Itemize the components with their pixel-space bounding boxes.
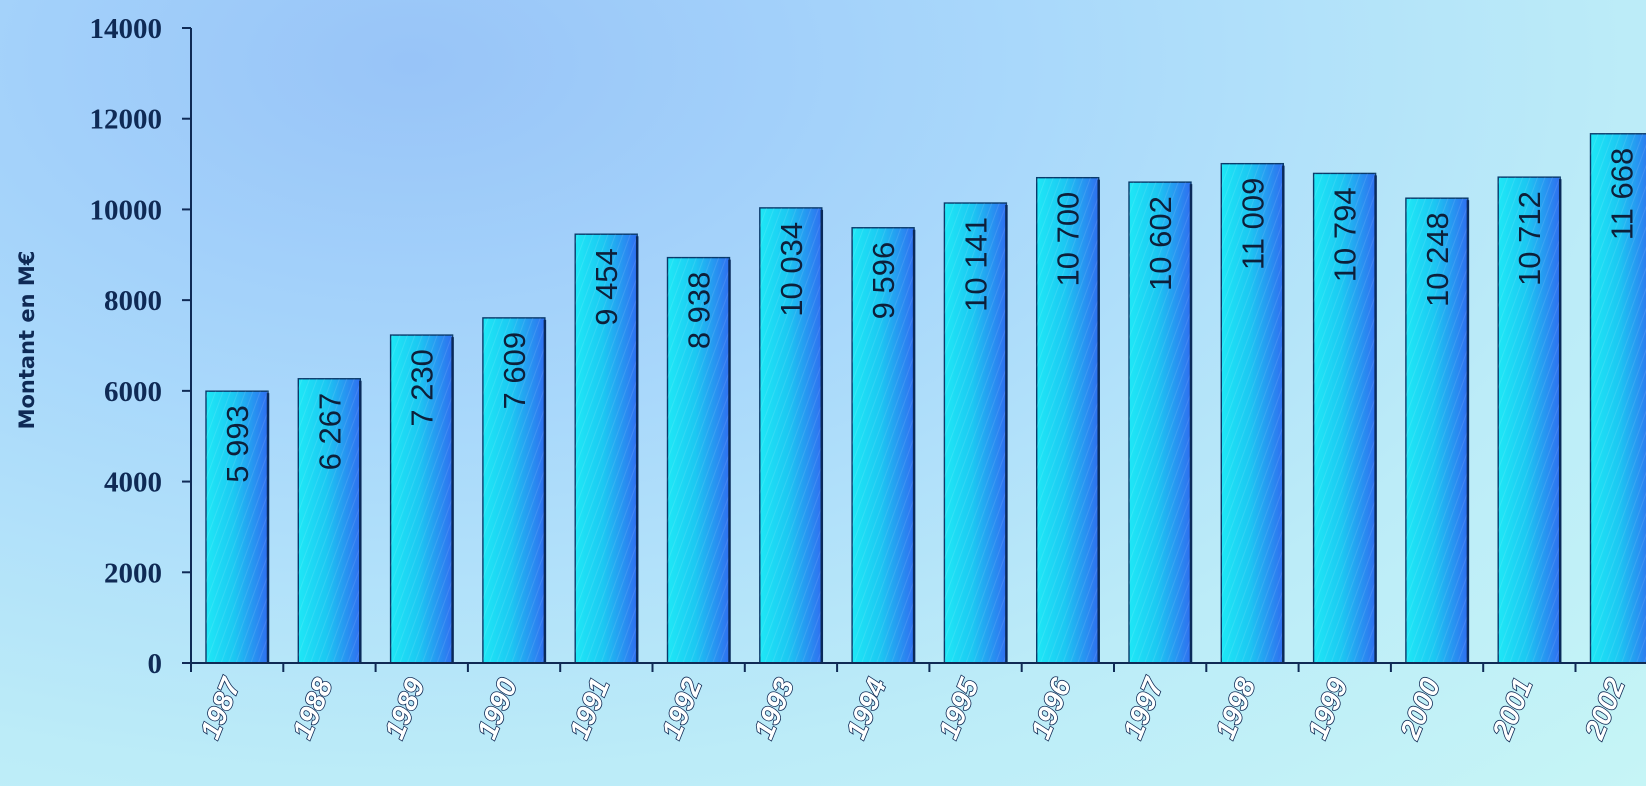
bar-texture — [390, 335, 453, 663]
bar-value-label: 6 267 — [312, 393, 347, 471]
y-tick-label: 12000 — [90, 104, 163, 136]
y-tick-label: 4000 — [104, 467, 162, 499]
bar-texture — [1590, 133, 1646, 664]
bar-1990: 7 609 — [482, 317, 547, 664]
bar-value-label: 8 938 — [682, 272, 717, 350]
bar-texture — [1313, 173, 1376, 664]
bar-texture — [482, 317, 545, 663]
bar-value-label: 10 602 — [1143, 196, 1178, 291]
bar-1988: 6 267 — [297, 378, 362, 664]
bar-texture — [852, 227, 915, 663]
bar-1995: 10 141 — [943, 202, 1008, 664]
bar-value-label: 7 230 — [405, 349, 440, 427]
x-tick-label: 1992 — [656, 673, 708, 743]
bar-2002: 11 668 — [1589, 133, 1646, 664]
bar-1999: 10 794 — [1312, 172, 1377, 664]
bar-2001: 10 712 — [1497, 176, 1562, 664]
x-tick-label: 1987 — [194, 672, 247, 743]
bar-texture — [575, 234, 638, 663]
x-tick-label: 1999 — [1302, 673, 1354, 743]
y-tick-label: 2000 — [104, 557, 162, 589]
bar-1996: 10 700 — [1035, 176, 1100, 664]
y-axis-label: Montant en M€ — [15, 251, 39, 430]
x-axis-ticks: 1987 1988 1989 1990 1991 1992 1993 1994 1995 1996… — [190, 663, 1632, 745]
bar-1998: 11 009 — [1220, 162, 1285, 664]
x-tick-label: 1995 — [933, 673, 985, 743]
y-tick-label: 14000 — [90, 13, 163, 45]
x-tick-label: 2002 — [1578, 673, 1631, 744]
x-tick-label: 1997 — [1117, 672, 1170, 743]
bar-1989: 7 230 — [389, 334, 454, 664]
bar-1992: 8 938 — [666, 256, 731, 664]
x-tick-label: 1989 — [379, 673, 431, 743]
bar-1993: 10 034 — [759, 207, 824, 664]
bar-texture — [759, 207, 822, 664]
bar-value-label: 9 596 — [866, 242, 901, 320]
bar-value-label: 10 794 — [1328, 187, 1363, 282]
bar-texture — [1405, 198, 1468, 663]
bar-value-label: 7 609 — [497, 332, 532, 410]
y-tick-label: 8000 — [104, 285, 162, 317]
x-tick-label: 1994 — [840, 673, 892, 743]
bar-texture — [1498, 177, 1561, 664]
x-tick-label: 1996 — [1025, 673, 1077, 743]
bar-value-label: 11 009 — [1235, 178, 1270, 271]
bar-texture — [298, 378, 361, 663]
x-tick-label: 1998 — [1209, 673, 1261, 743]
bar-value-label: 10 712 — [1512, 191, 1547, 286]
bar-1987: 5 993 — [205, 390, 270, 664]
x-tick-label: 1990 — [471, 673, 523, 743]
bar-value-label: 10 700 — [1051, 192, 1086, 287]
bar-value-label: 10 034 — [774, 222, 809, 317]
bar-value-label: 10 141 — [958, 217, 993, 312]
y-axis-ticks: 0 2000 4000 6000 8000 10000 12000 14000 — [90, 13, 191, 680]
bar-2000: 10 248 — [1405, 197, 1470, 664]
bar-texture — [1129, 182, 1191, 663]
bar-value-label: 10 248 — [1420, 212, 1455, 307]
y-tick-label: 10000 — [90, 194, 163, 226]
x-tick-label: 2001 — [1486, 674, 1538, 744]
x-tick-label: 2000 — [1394, 673, 1447, 744]
axes — [190, 28, 1646, 664]
x-tick-label: 1988 — [286, 673, 338, 743]
bar-texture — [667, 257, 730, 663]
y-tick-label: 0 — [148, 648, 163, 680]
x-tick-label: 1993 — [748, 673, 800, 743]
bar-value-label: 11 668 — [1605, 148, 1640, 241]
x-tick-label: 1991 — [563, 674, 615, 743]
bars: 5 993 6 267 7 230 7 609 9 454 8 938 10 034 9 59… — [205, 133, 1646, 664]
bar-texture — [206, 391, 268, 663]
bar-texture — [1036, 177, 1099, 663]
y-tick-label: 6000 — [104, 376, 162, 408]
bar-value-label: 5 993 — [220, 405, 255, 483]
bar-1997: 10 602 — [1128, 181, 1193, 664]
bar-texture — [1221, 163, 1284, 663]
bar-1991: 9 454 — [574, 233, 639, 664]
bar-texture — [944, 203, 1007, 664]
bar-value-label: 9 454 — [589, 248, 624, 326]
bar-1994: 9 596 — [851, 227, 916, 664]
